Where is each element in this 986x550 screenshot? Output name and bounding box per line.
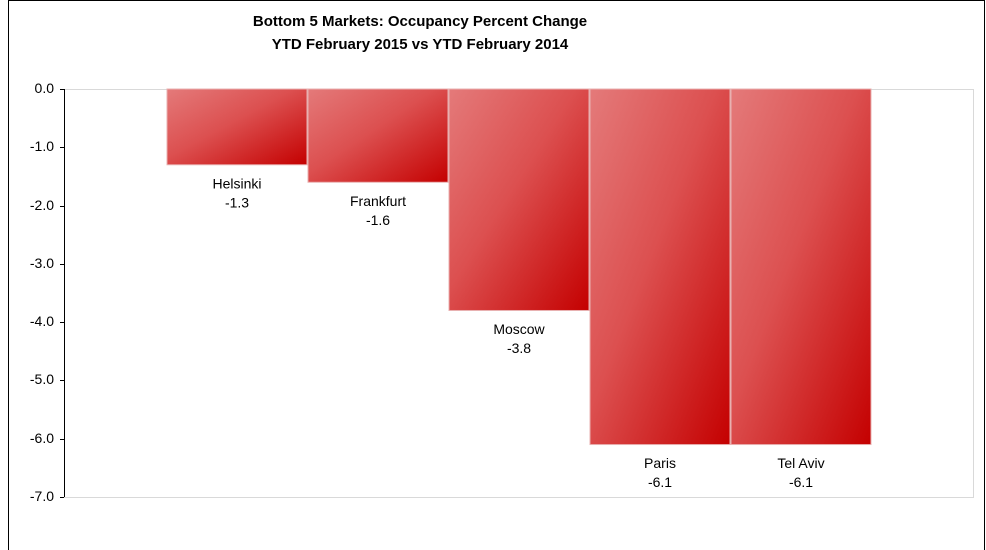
y-tick-label: 0.0 <box>35 80 55 96</box>
bar <box>166 88 308 166</box>
bar <box>589 88 731 446</box>
value-label: -1.6 <box>366 212 390 228</box>
category-label: Tel Aviv <box>777 455 824 471</box>
y-tick-label: -6.0 <box>30 430 54 446</box>
value-label: -3.8 <box>507 340 531 356</box>
chart-subtitle: YTD February 2015 vs YTD February 2014 <box>272 36 569 53</box>
bar <box>730 88 872 446</box>
value-label: -6.1 <box>789 474 813 490</box>
category-label: Helsinki <box>212 175 261 191</box>
y-tick-label: -3.0 <box>30 255 54 271</box>
y-tick-label: -7.0 <box>30 488 54 504</box>
category-label: Paris <box>644 455 676 471</box>
category-label: Frankfurt <box>350 193 406 209</box>
y-tick-label: -2.0 <box>30 197 54 213</box>
y-tick-label: -5.0 <box>30 371 54 387</box>
y-tick-label: -1.0 <box>30 138 54 154</box>
value-label: -6.1 <box>648 474 672 490</box>
category-label: Moscow <box>493 321 545 337</box>
y-tick-label: -4.0 <box>30 313 54 329</box>
bar <box>307 88 449 183</box>
bar <box>448 88 590 311</box>
value-label: -1.3 <box>225 194 249 210</box>
chart-title: Bottom 5 Markets: Occupancy Percent Chan… <box>253 13 587 30</box>
